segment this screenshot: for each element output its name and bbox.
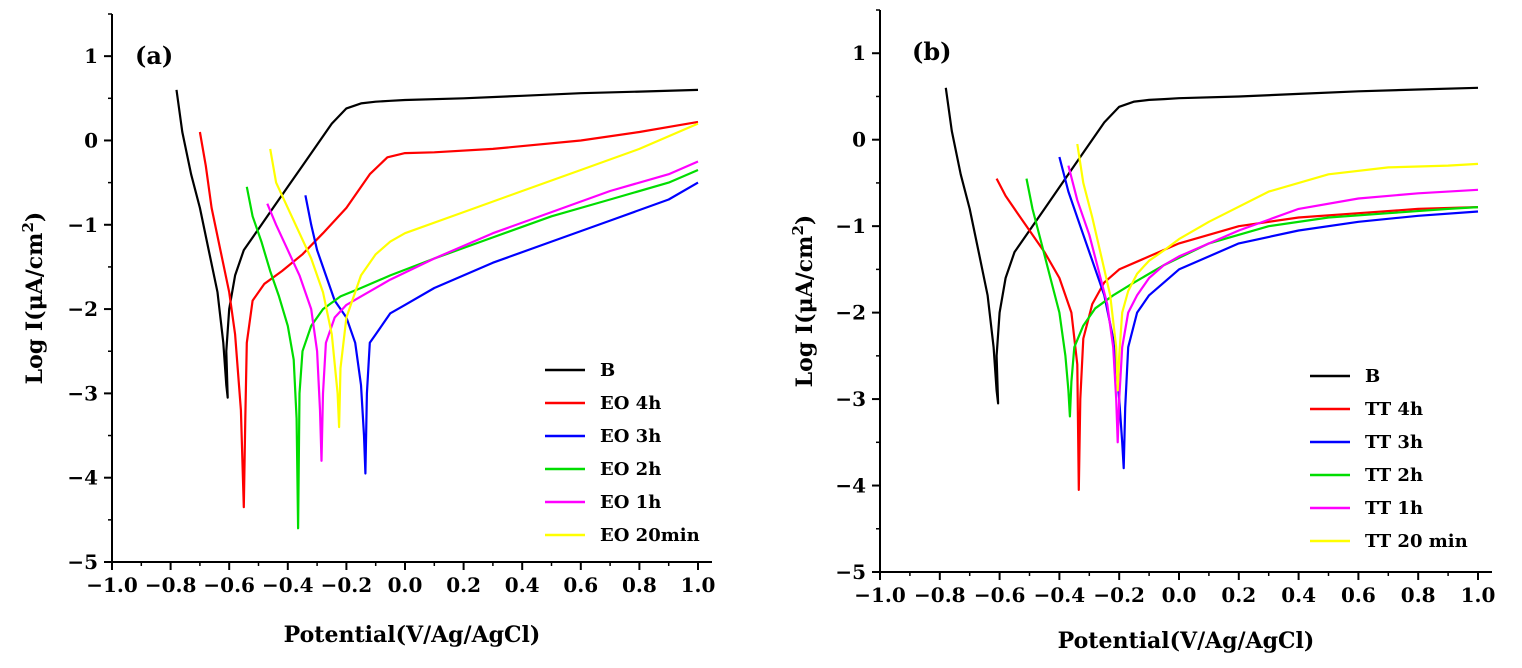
x-tick-label: −1.0: [854, 583, 906, 607]
series-line-0: [175, 88, 699, 399]
x-tick-label: 0.4: [1281, 583, 1316, 607]
series-line-0: [944, 86, 1479, 405]
y-tick-label: −5: [67, 550, 98, 574]
y-tick-label: 0: [852, 128, 866, 152]
legend-label: B: [600, 360, 615, 381]
x-tick-label: −0.6: [974, 583, 1026, 607]
y-tick-label: −3: [67, 381, 98, 405]
y-tick-label: −2: [67, 297, 98, 321]
series-line-3: [1025, 178, 1479, 418]
x-tick-label: 0.4: [505, 573, 540, 597]
y-tick-label: −4: [835, 474, 866, 498]
legend-label: TT 3h: [1365, 432, 1423, 453]
y-tick-label: −5: [835, 560, 866, 584]
legend-label: TT 4h: [1365, 399, 1423, 420]
legend-label: EO 4h: [600, 393, 661, 414]
chart-panel-a: −1.0 −0.8 −0.6 −0.4 −0.2 0.0 0.2 0.4 0.6 0.8 1.0 −5…: [19, 13, 716, 648]
panel-label: (a): [135, 41, 173, 70]
x-tick-label: −0.2: [1093, 583, 1145, 607]
legend-label: TT 1h: [1365, 498, 1423, 519]
y-tick-label: −2: [835, 301, 866, 325]
series-line-2: [304, 181, 699, 475]
x-tick-label: 1.0: [1461, 583, 1496, 607]
y-tick-label: −4: [67, 466, 98, 490]
x-tick-label: −0.2: [321, 573, 373, 597]
x-tick-label: 1.0: [681, 573, 716, 597]
x-tick-label: 0.2: [1221, 583, 1256, 607]
legend-label: B: [1365, 366, 1380, 387]
y-axis-title: Log I(μA/cm2): [19, 212, 48, 385]
legend-label: EO 1h: [600, 492, 661, 513]
panel-label: (b): [912, 37, 952, 66]
series-line-3: [245, 168, 699, 530]
x-tick-label: 0.6: [1341, 583, 1376, 607]
x-axis-title: Potential(V/Ag/AgCl): [1058, 628, 1315, 654]
series-line-2: [1058, 156, 1479, 470]
x-tick-label: 0.6: [563, 573, 598, 597]
series-line-1: [995, 178, 1479, 491]
legend-label: EO 20min: [600, 525, 700, 546]
series-line-5: [1076, 143, 1479, 392]
y-axis-title: Log I(μA/cm2): [789, 215, 818, 388]
x-axis-title: Potential(V/Ag/AgCl): [284, 622, 541, 648]
legend-label: EO 2h: [600, 459, 661, 480]
legend-label: TT 20 min: [1365, 531, 1468, 552]
series-line-5: [269, 122, 699, 429]
x-tick-label: 0.8: [622, 573, 657, 597]
x-tick-label: −0.6: [203, 573, 255, 597]
y-tick-label: −1: [835, 214, 866, 238]
legend-label: TT 2h: [1365, 465, 1423, 486]
x-tick-label: −0.8: [914, 583, 966, 607]
x-tick-label: −0.4: [262, 573, 314, 597]
chart-panel-b: −1.0 −0.8 −0.6 −0.4 −0.2 0.0 0.2 0.4 0.6 0.8 1.0 −5…: [789, 9, 1496, 654]
x-tick-label: 0.8: [1401, 583, 1436, 607]
y-tick-label: 0: [84, 128, 98, 152]
y-tick-label: −1: [67, 213, 98, 237]
x-tick-label: 0.0: [1162, 583, 1197, 607]
x-tick-label: −1.0: [86, 573, 138, 597]
x-tick-label: 0.2: [446, 573, 481, 597]
series-line-4: [1067, 165, 1479, 444]
x-tick-label: −0.4: [1034, 583, 1086, 607]
legend-label: EO 3h: [600, 426, 661, 447]
y-tick-label: 1: [84, 44, 98, 68]
x-tick-label: 0.0: [388, 573, 423, 597]
x-tick-label: −0.8: [145, 573, 197, 597]
y-tick-label: −3: [835, 387, 866, 411]
y-tick-label: 1: [852, 41, 866, 65]
